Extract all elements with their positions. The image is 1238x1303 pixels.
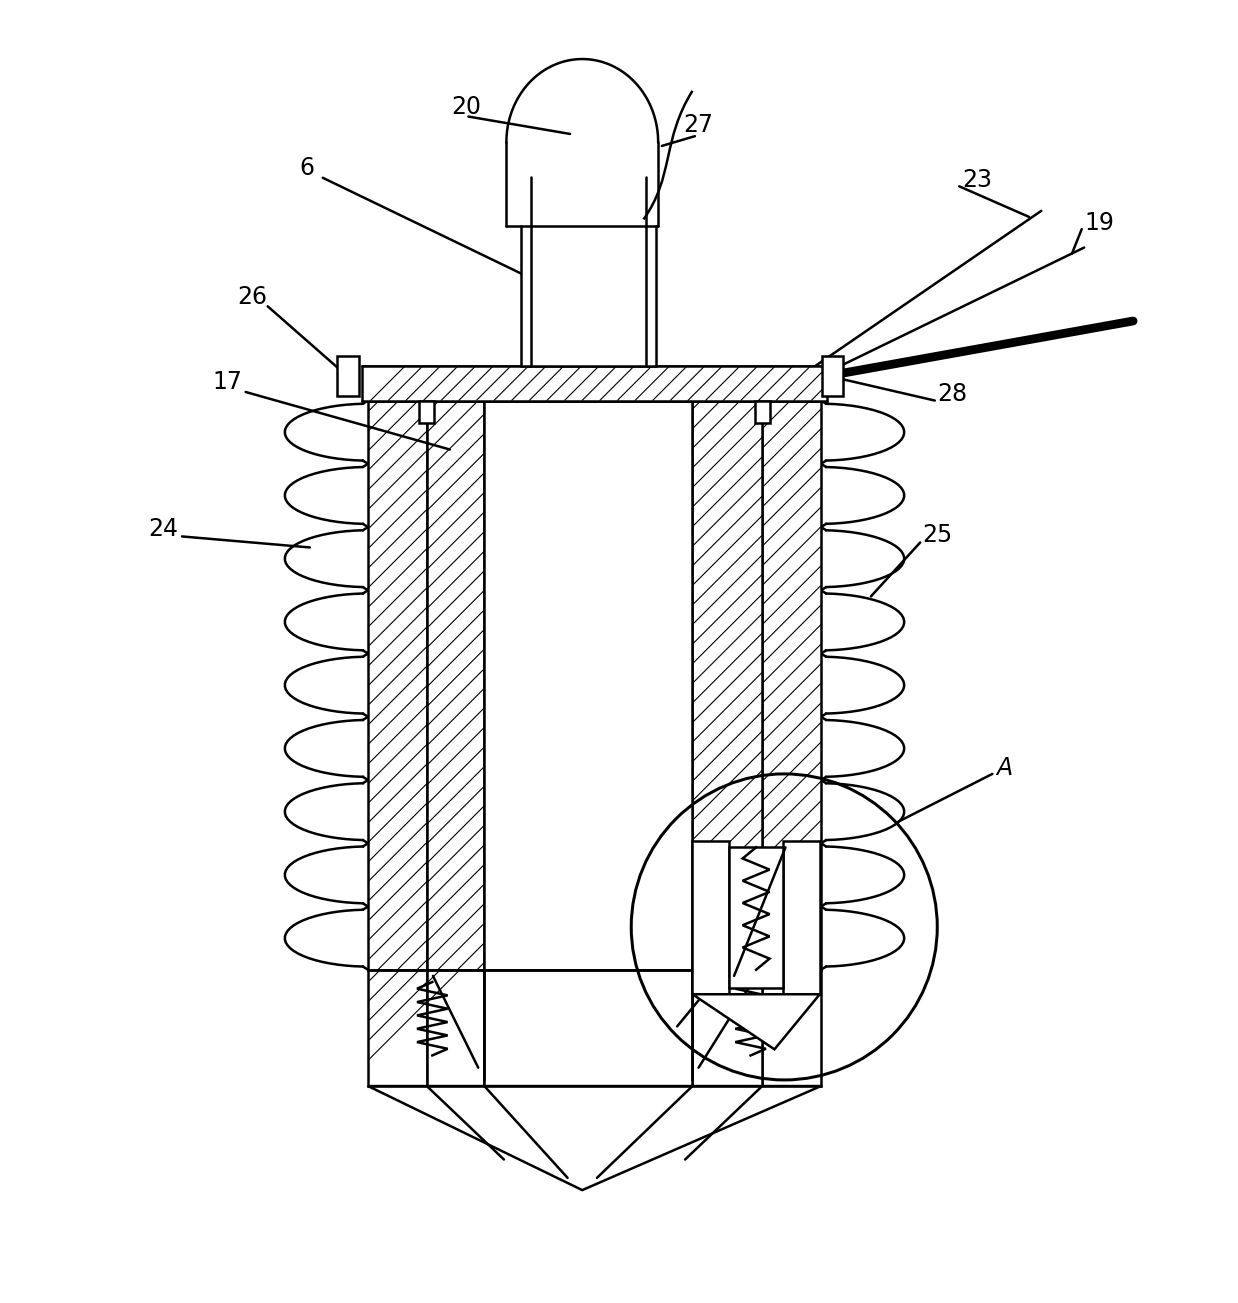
Bar <box>361 366 827 400</box>
Bar <box>763 969 821 1087</box>
Text: 17: 17 <box>213 370 243 395</box>
Bar <box>755 400 770 422</box>
Bar <box>484 400 692 969</box>
Text: 26: 26 <box>236 284 266 309</box>
Text: 24: 24 <box>149 517 178 541</box>
Bar <box>484 969 692 1087</box>
Bar <box>427 969 484 1087</box>
Bar <box>692 969 763 1087</box>
Bar <box>420 400 435 422</box>
Text: 6: 6 <box>300 156 314 180</box>
Text: 23: 23 <box>962 168 992 193</box>
Bar <box>521 225 656 366</box>
Bar <box>368 400 427 969</box>
Bar <box>692 842 729 994</box>
Text: 28: 28 <box>937 383 967 407</box>
Text: 19: 19 <box>1084 211 1114 235</box>
Bar <box>338 357 359 396</box>
Polygon shape <box>692 994 820 1049</box>
Bar <box>368 969 427 1087</box>
Text: A: A <box>997 756 1013 779</box>
Bar <box>729 847 782 988</box>
Text: 27: 27 <box>683 113 713 137</box>
Bar <box>427 400 484 969</box>
Bar <box>692 400 763 969</box>
Bar <box>822 357 843 396</box>
Bar <box>782 842 820 994</box>
Text: 20: 20 <box>451 95 482 119</box>
Bar <box>763 400 821 969</box>
Polygon shape <box>368 1087 821 1190</box>
Text: 25: 25 <box>922 524 953 547</box>
